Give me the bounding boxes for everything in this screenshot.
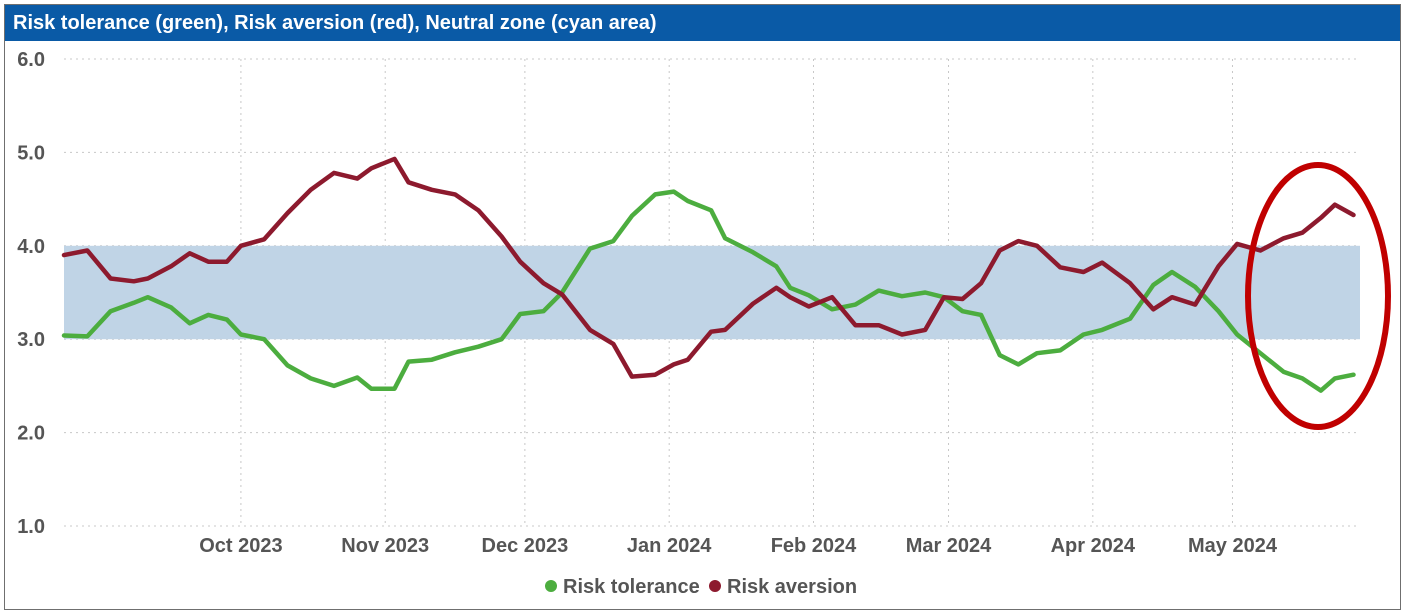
x-tick-label: Feb 2024 [771,535,857,557]
neutral-zone-band [64,245,1360,340]
legend-marker-risk-aversion [709,580,721,592]
y-tick-label: 5.0 [17,142,45,164]
y-tick-label: 4.0 [17,236,45,258]
x-tick-label: Oct 2023 [199,535,282,557]
risk-tolerance-line [61,189,1356,393]
chart-title: Risk tolerance (green), Risk aversion (r… [5,5,1400,41]
highlight-ellipse [1245,162,1391,430]
x-tick-label: Mar 2024 [906,535,992,557]
y-tick-label: 1.0 [17,516,45,538]
series-lines [61,156,1356,393]
legend-marker-risk-tolerance [545,580,557,592]
legend-label: Risk tolerance [563,576,700,598]
y-tick-label: 2.0 [17,423,45,445]
x-axis-ticks: Oct 2023 Nov 2023 Dec 2023 Jan 2024 Feb 2024… [199,535,1278,557]
x-tick-label: May 2024 [1188,535,1278,557]
x-tick-label: Jan 2024 [627,535,712,557]
y-tick-label: 6.0 [17,49,45,71]
x-tick-label: Nov 2023 [341,535,429,557]
legend: Risk tolerance Risk aversion [545,576,857,598]
y-tick-label: 3.0 [17,329,45,351]
x-tick-label: Dec 2023 [482,535,569,557]
x-tick-label: Apr 2024 [1051,535,1136,557]
risk-aversion-line [61,156,1356,379]
y-axis-ticks: 1.0 2.0 3.0 4.0 5.0 6.0 [17,49,45,538]
legend-label: Risk aversion [727,576,857,598]
